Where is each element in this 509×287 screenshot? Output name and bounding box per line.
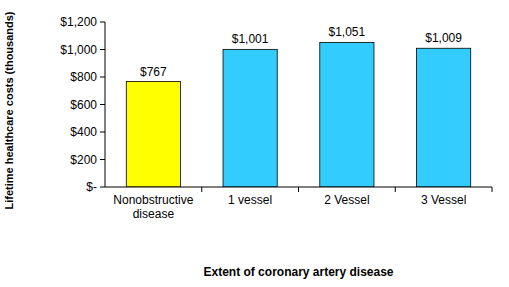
y-tick-label: $1,000 bbox=[60, 43, 97, 57]
data-label: $1,009 bbox=[425, 31, 462, 45]
x-tick-label-line: 1 vessel bbox=[228, 193, 272, 207]
x-tick bbox=[492, 187, 493, 192]
x-tick bbox=[298, 187, 299, 192]
y-tick-label: $600 bbox=[70, 98, 97, 112]
x-tick-label: 3 Vessel bbox=[421, 193, 466, 207]
x-tick-label-line: 3 Vessel bbox=[421, 193, 466, 207]
y-tick bbox=[100, 104, 105, 105]
bar bbox=[320, 42, 374, 187]
x-tick bbox=[201, 187, 202, 192]
data-label: $767 bbox=[140, 65, 167, 79]
data-label: $1,051 bbox=[329, 25, 366, 39]
y-tick bbox=[100, 132, 105, 133]
y-tick bbox=[100, 77, 105, 78]
bar bbox=[417, 48, 471, 187]
y-tick-label: $200 bbox=[70, 153, 97, 167]
data-label: $1,001 bbox=[232, 32, 269, 46]
x-tick-label-line: Nonobstructive bbox=[113, 193, 193, 207]
x-tick-label-line: 2 Vessel bbox=[324, 193, 369, 207]
bar bbox=[126, 82, 180, 187]
y-tick bbox=[100, 49, 105, 50]
y-axis-title: Lifetime healthcare costs (thousands) bbox=[3, 11, 15, 209]
y-tick-label: $1,200 bbox=[60, 15, 97, 29]
y-tick bbox=[100, 22, 105, 23]
x-tick bbox=[395, 187, 396, 192]
x-tick-label-line: disease bbox=[133, 207, 175, 221]
y-tick bbox=[100, 159, 105, 160]
y-tick-label: $400 bbox=[70, 125, 97, 139]
x-tick-label: 2 Vessel bbox=[324, 193, 369, 207]
y-tick-label: $800 bbox=[70, 70, 97, 84]
x-tick-label: 1 vessel bbox=[228, 193, 272, 207]
bars bbox=[126, 42, 470, 187]
x-axis-title: Extent of coronary artery disease bbox=[203, 265, 393, 279]
y-tick bbox=[100, 187, 105, 188]
bar bbox=[223, 49, 277, 187]
chart: $767 $1,001 $1,051 $1,009 $- $200 $400 $600 $800… bbox=[0, 0, 509, 287]
x-tick-label: Nonobstructivedisease bbox=[113, 193, 193, 221]
y-tick-label: $- bbox=[86, 180, 97, 194]
